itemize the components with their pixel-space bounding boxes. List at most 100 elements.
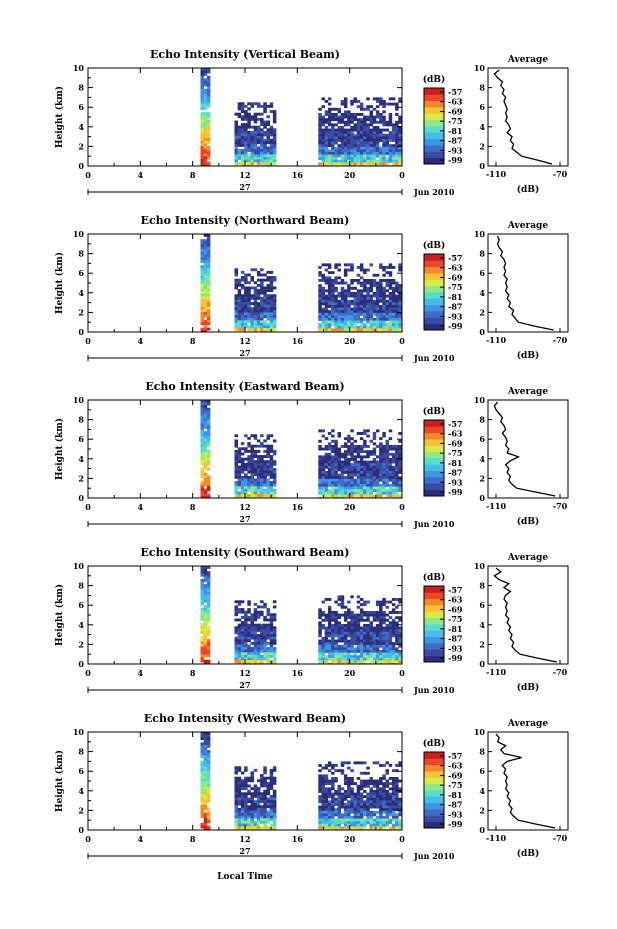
echo-cell xyxy=(388,476,393,480)
echo-cell xyxy=(244,483,248,487)
echo-cell xyxy=(395,634,399,638)
echo-cell xyxy=(369,299,373,303)
chart-title: Echo Intensity (Westward Beam) xyxy=(144,712,346,725)
echo-cell xyxy=(331,486,335,490)
echo-cell xyxy=(272,315,277,318)
panel-4: Echo Intensity (Westward Beam)0246810Hei… xyxy=(54,712,569,861)
echo-cell xyxy=(382,432,386,435)
echo-cell xyxy=(272,641,277,645)
echo-cell xyxy=(395,821,399,825)
echo-cell xyxy=(272,304,277,308)
x-tick-label: 4 xyxy=(138,668,144,678)
echo-cell xyxy=(363,771,367,775)
echo-cell xyxy=(369,284,373,288)
echo-cell xyxy=(363,450,367,454)
echo-cell xyxy=(375,631,380,635)
echo-cell xyxy=(388,273,393,277)
echo-cell xyxy=(395,660,399,664)
echo-cell xyxy=(324,471,329,474)
echo-cell xyxy=(206,120,211,123)
x-tick-label: 16 xyxy=(292,834,304,844)
echo-cell xyxy=(347,823,351,827)
echo-cell xyxy=(388,810,393,814)
echo-cell xyxy=(385,639,389,643)
echo-cell xyxy=(206,594,211,598)
echo-cell xyxy=(247,315,251,318)
echo-cell xyxy=(369,307,373,311)
echo-cell xyxy=(327,800,332,804)
echo-cell xyxy=(388,463,393,467)
echo-cell xyxy=(363,146,367,150)
echo-cell xyxy=(372,107,377,111)
echo-cell xyxy=(206,742,211,746)
echo-cell xyxy=(250,286,254,290)
echo-cell xyxy=(350,626,354,630)
panel-2: Echo Intensity (Eastward Beam)0246810Hei… xyxy=(54,380,569,529)
echo-cell xyxy=(203,120,208,123)
echo-cell xyxy=(272,652,277,656)
echo-cell xyxy=(272,146,277,150)
echo-cell xyxy=(366,146,370,150)
echo-cell xyxy=(343,634,348,638)
month-label: Jun 2010 xyxy=(413,353,455,363)
colorbar-swatch xyxy=(424,323,444,331)
echo-cell xyxy=(203,159,208,162)
echo-cell xyxy=(203,662,208,664)
echo-cell xyxy=(244,138,248,142)
echo-cell xyxy=(343,123,348,127)
echo-cell xyxy=(250,628,254,632)
echo-cell xyxy=(369,471,373,474)
echo-cell xyxy=(350,655,354,659)
echo-cell xyxy=(247,309,251,313)
echo-cell xyxy=(327,629,332,633)
echo-cell xyxy=(391,491,396,495)
echo-cell xyxy=(260,273,264,277)
echo-cell xyxy=(356,650,361,653)
echo-cell xyxy=(256,439,261,443)
echo-cell xyxy=(350,637,354,640)
echo-cell xyxy=(379,810,383,814)
x-tick-label: 16 xyxy=(292,336,304,346)
echo-cell xyxy=(340,624,345,627)
colorbar-tick-label: -75 xyxy=(448,614,462,624)
echo-cell xyxy=(327,476,332,480)
echo-cell xyxy=(318,639,322,643)
echo-cell xyxy=(318,439,322,443)
echo-cell xyxy=(363,315,367,319)
echo-cell xyxy=(382,489,386,493)
colorbar-tick-label: -93 xyxy=(448,311,463,321)
echo-cell xyxy=(266,309,270,313)
echo-cell xyxy=(244,320,248,324)
echo-cell xyxy=(350,621,354,625)
echo-cell xyxy=(321,652,325,656)
echo-cell xyxy=(244,304,248,308)
echo-cell xyxy=(356,816,361,819)
echo-cell xyxy=(272,120,277,124)
echo-cell xyxy=(237,475,242,479)
echo-cell xyxy=(331,312,335,316)
echo-cell xyxy=(375,481,380,485)
echo-cell xyxy=(253,117,258,121)
echo-cell xyxy=(206,312,211,315)
echo-cell xyxy=(240,283,245,287)
echo-cell xyxy=(324,491,329,495)
echo-cell xyxy=(266,149,270,152)
echo-cell xyxy=(356,624,361,627)
echo-cell xyxy=(203,249,208,253)
echo-cell xyxy=(363,162,367,166)
echo-cell xyxy=(269,110,274,113)
echo-cell xyxy=(256,328,261,331)
echo-cell xyxy=(347,782,351,786)
echo-cell xyxy=(321,808,325,812)
echo-cell xyxy=(244,486,248,490)
echo-cell xyxy=(234,270,238,274)
echo-cell xyxy=(379,455,383,459)
echo-cell xyxy=(385,312,389,316)
echo-cell xyxy=(206,651,211,655)
echo-cell xyxy=(244,315,248,318)
echo-cell xyxy=(203,579,208,582)
echo-cell xyxy=(327,141,332,145)
echo-cell xyxy=(247,444,251,448)
echo-cell xyxy=(256,154,261,158)
echo-cell xyxy=(269,294,274,298)
